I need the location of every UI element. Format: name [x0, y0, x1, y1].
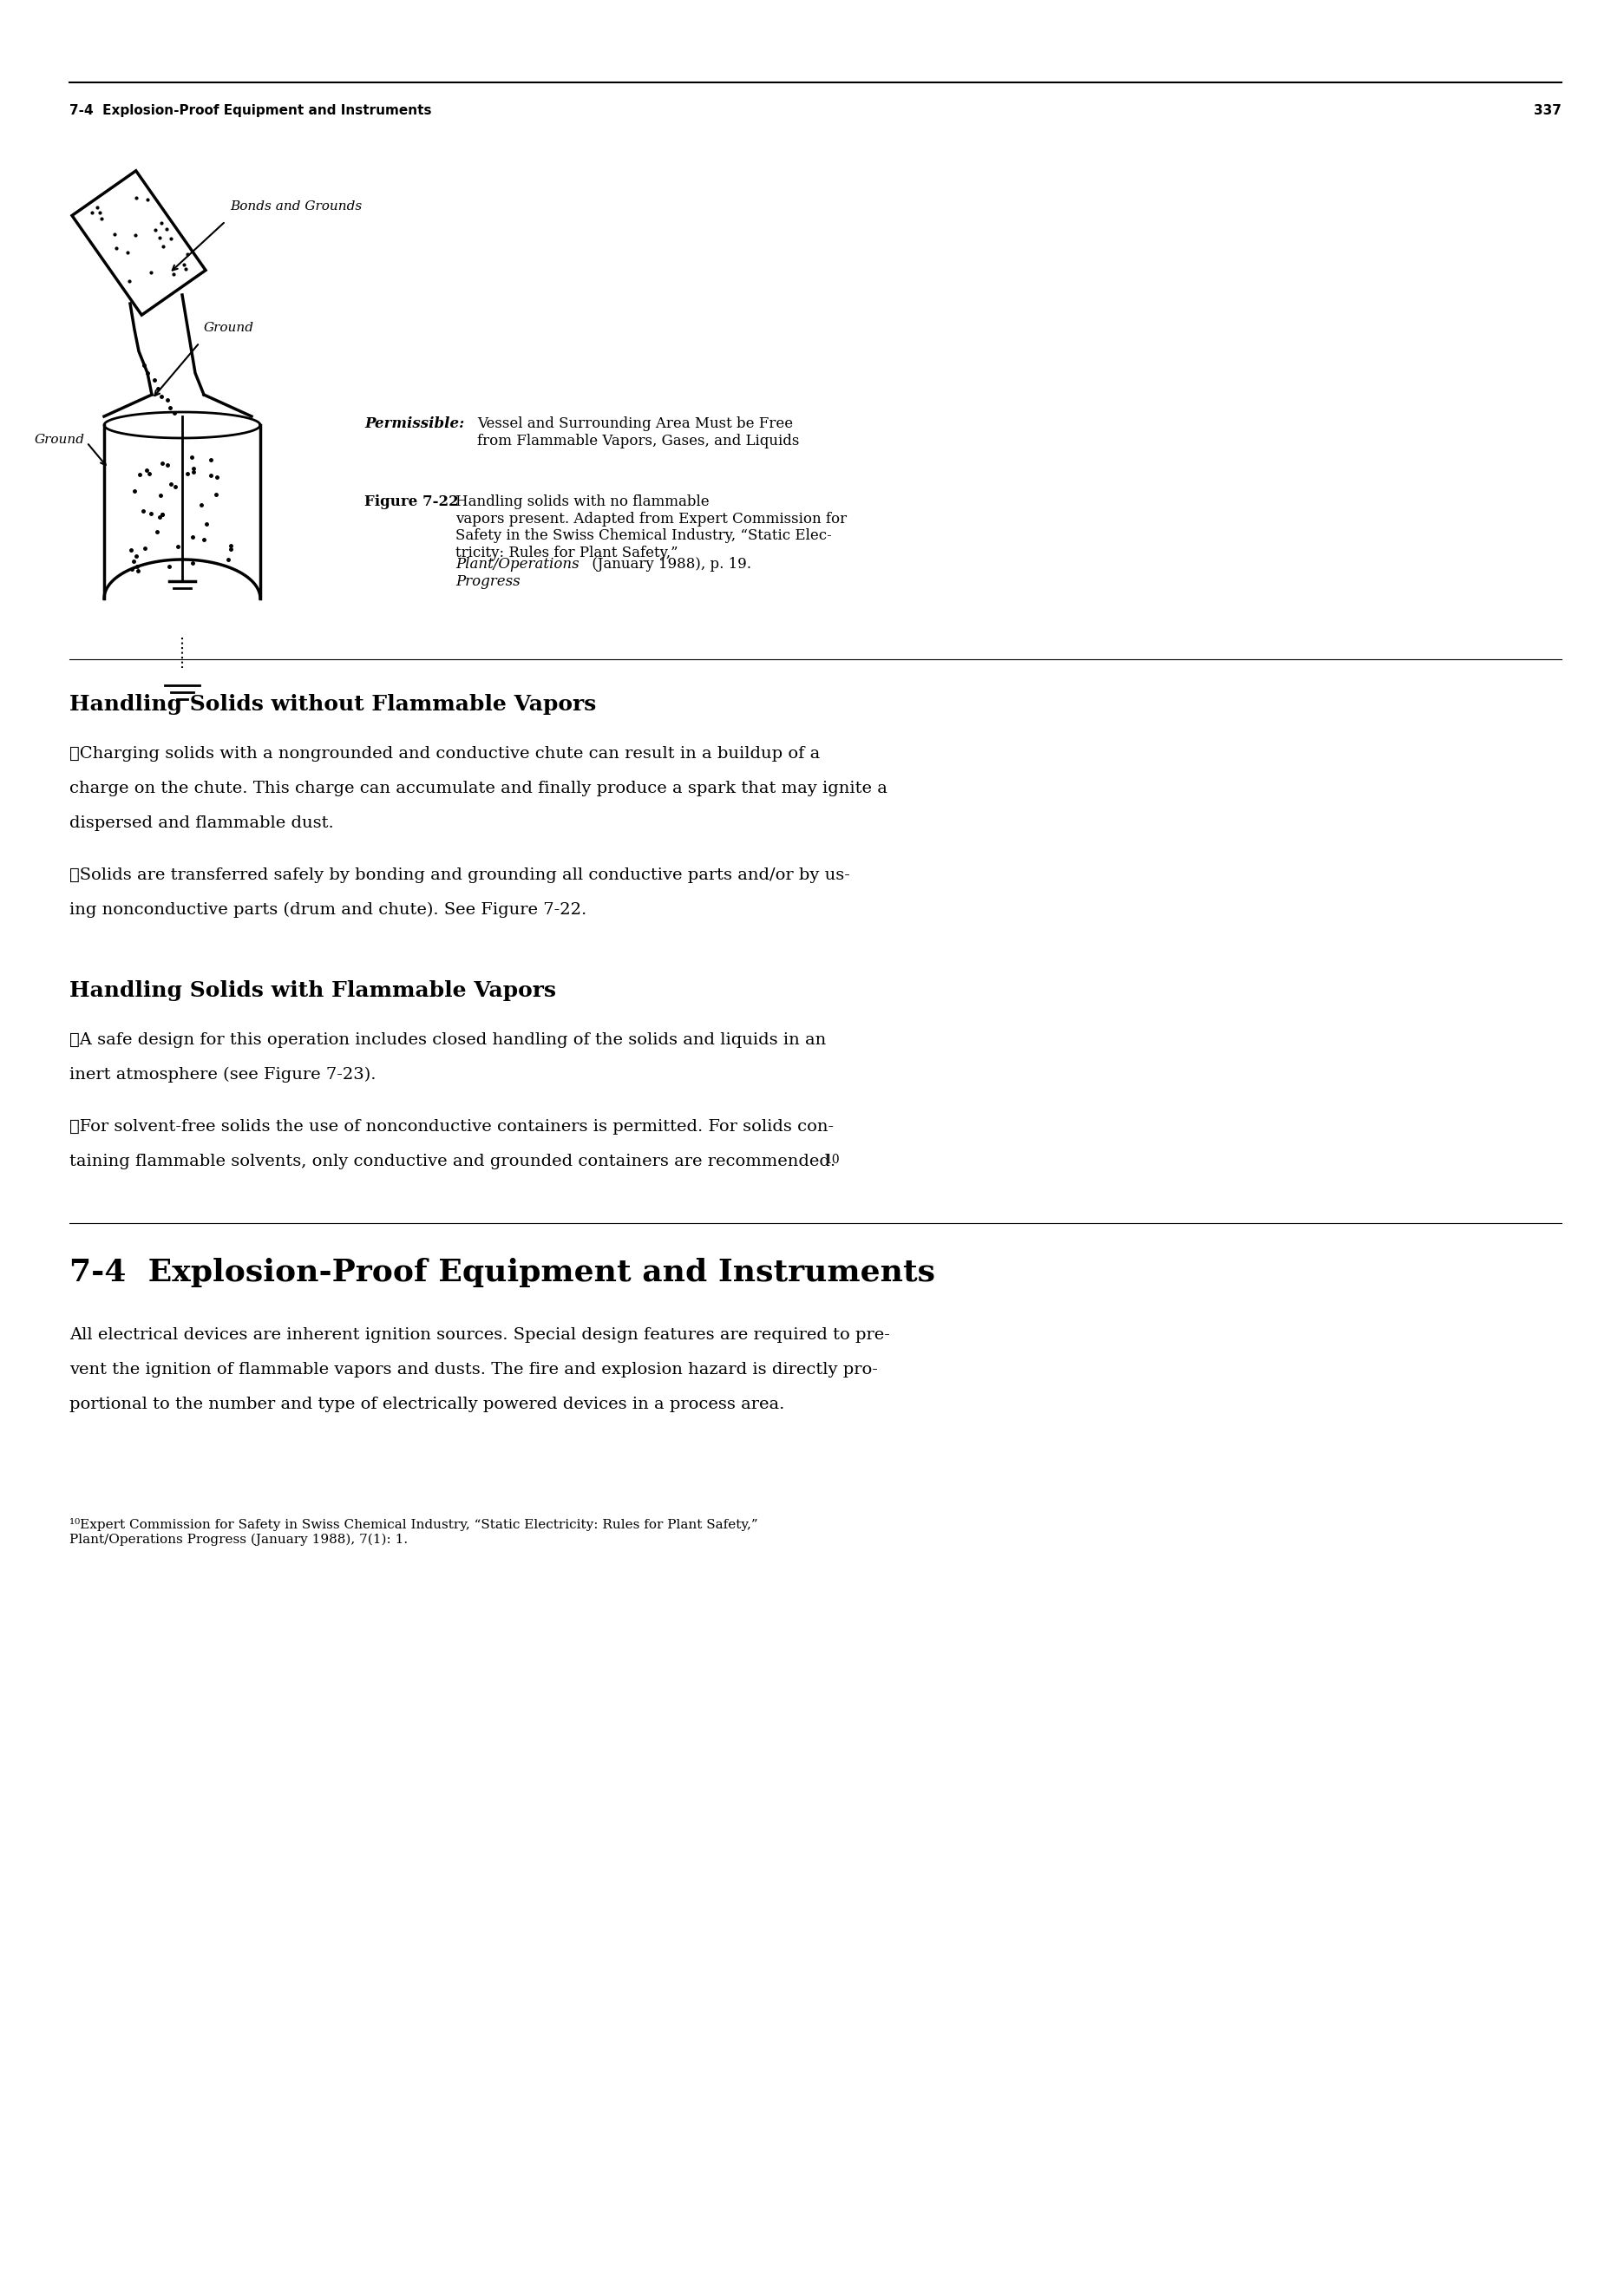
Text: 337: 337 [1535, 104, 1562, 118]
Text: Handling Solids with Flammable Vapors: Handling Solids with Flammable Vapors [70, 981, 555, 1002]
Text: 10: 10 [823, 1154, 840, 1165]
Text: Ground: Ground [34, 434, 84, 445]
Text: (January 1988), p. 19.: (January 1988), p. 19. [588, 556, 752, 572]
Text: Solids are transferred safely by bonding and grounding all conductive parts and/: Solids are transferred safely by bonding… [70, 868, 849, 883]
Text: Ground: Ground [205, 322, 255, 334]
Text: For solvent-free solids the use of nonconductive containers is permitted. For so: For solvent-free solids the use of nonco… [70, 1120, 833, 1136]
Text: ing nonconductive parts (drum and chute). See Figure 7-22.: ing nonconductive parts (drum and chute)… [70, 902, 586, 917]
Text: 7-4  Explosion-Proof Equipment and Instruments: 7-4 Explosion-Proof Equipment and Instru… [70, 104, 432, 118]
Text: portional to the number and type of electrically powered devices in a process ar: portional to the number and type of elec… [70, 1397, 784, 1413]
Text: A safe design for this operation includes closed handling of the solids and liqu: A safe design for this operation include… [70, 1033, 827, 1047]
Text: Charging solids with a nongrounded and conductive chute can result in a buildup : Charging solids with a nongrounded and c… [70, 745, 820, 761]
Text: charge on the chute. This charge can accumulate and finally produce a spark that: charge on the chute. This charge can acc… [70, 781, 887, 797]
Text: Figure 7-22: Figure 7-22 [364, 495, 469, 509]
Text: ¹⁰Expert Commission for Safety in Swiss Chemical Industry, “Static Electricity: : ¹⁰Expert Commission for Safety in Swiss … [70, 1517, 758, 1547]
Text: Vessel and Surrounding Area Must be Free
from Flammable Vapors, Gases, and Liqui: Vessel and Surrounding Area Must be Free… [477, 416, 799, 447]
Text: vent the ignition of flammable vapors and dusts. The fire and explosion hazard i: vent the ignition of flammable vapors an… [70, 1363, 879, 1378]
Text: Handling solids with no flammable
vapors present. Adapted from Expert Commission: Handling solids with no flammable vapors… [455, 495, 846, 561]
Text: 7-4  Explosion-Proof Equipment and Instruments: 7-4 Explosion-Proof Equipment and Instru… [70, 1258, 935, 1288]
Text: All electrical devices are inherent ignition sources. Special design features ar: All electrical devices are inherent igni… [70, 1326, 890, 1342]
Text: dispersed and flammable dust.: dispersed and flammable dust. [70, 815, 335, 831]
Text: Bonds and Grounds: Bonds and Grounds [231, 200, 362, 213]
Text: taining flammable solvents, only conductive and grounded containers are recommen: taining flammable solvents, only conduct… [70, 1154, 835, 1170]
Text: Plant/Operations
Progress: Plant/Operations Progress [455, 556, 580, 588]
Text: Handling Solids without Flammable Vapors: Handling Solids without Flammable Vapors [70, 695, 596, 715]
Text: inert atmosphere (see Figure 7-23).: inert atmosphere (see Figure 7-23). [70, 1067, 377, 1083]
Text: Permissible:: Permissible: [364, 416, 464, 431]
